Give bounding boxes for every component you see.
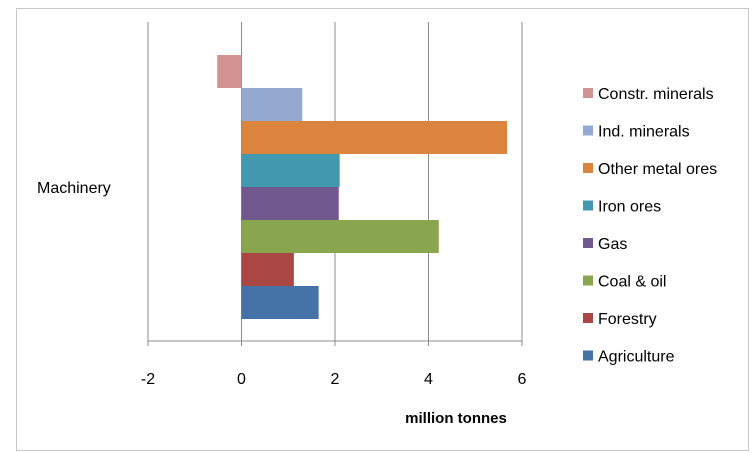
legend-label-constr-minerals: Constr. minerals: [598, 86, 714, 103]
bar-constr-minerals: [217, 55, 242, 88]
bar-coal-oil: [241, 220, 439, 253]
bars: [217, 55, 508, 319]
legend-label-other-metal-ores: Other metal ores: [598, 161, 717, 178]
legend: Constr. minerals Ind. minerals Other metal…: [583, 86, 717, 366]
bar-forestry: [241, 253, 294, 286]
x-tick-labels: -2 0 2 4 6: [141, 371, 527, 388]
legend-swatch-ind-minerals: [583, 125, 593, 136]
legend-swatch-iron-ores: [583, 200, 593, 211]
legend-swatch-gas: [583, 238, 593, 248]
legend-label-gas: Gas: [598, 236, 627, 253]
bar-other-metal-ores: [241, 121, 508, 154]
x-tick-label: 4: [424, 371, 433, 388]
x-tick-label: 0: [237, 371, 246, 388]
category-label-machinery: Machinery: [37, 180, 111, 197]
legend-swatch-forestry: [583, 313, 593, 323]
legend-label-forestry: Forestry: [598, 311, 657, 328]
bar-ind-minerals: [241, 88, 303, 121]
legend-swatch-other-metal-ores: [583, 163, 593, 173]
legend-label-agriculture: Agriculture: [598, 349, 675, 366]
x-tick-label: 6: [518, 371, 527, 388]
legend-label-iron-ores: Iron ores: [598, 199, 661, 216]
legend-swatch-agriculture: [583, 350, 593, 361]
bar-iron-ores: [241, 154, 340, 187]
x-axis-title: million tonnes: [405, 410, 507, 427]
legend-label-coal-oil: Coal & oil: [598, 274, 666, 291]
bar-gas: [241, 187, 339, 220]
axes: [147, 22, 523, 346]
x-tick-label: -2: [141, 371, 155, 388]
legend-swatch-coal-oil: [583, 275, 593, 286]
bar-agriculture: [241, 286, 319, 319]
x-tick-label: 2: [331, 371, 340, 388]
legend-label-ind-minerals: Ind. minerals: [598, 124, 690, 141]
legend-swatch-constr-minerals: [583, 88, 593, 98]
